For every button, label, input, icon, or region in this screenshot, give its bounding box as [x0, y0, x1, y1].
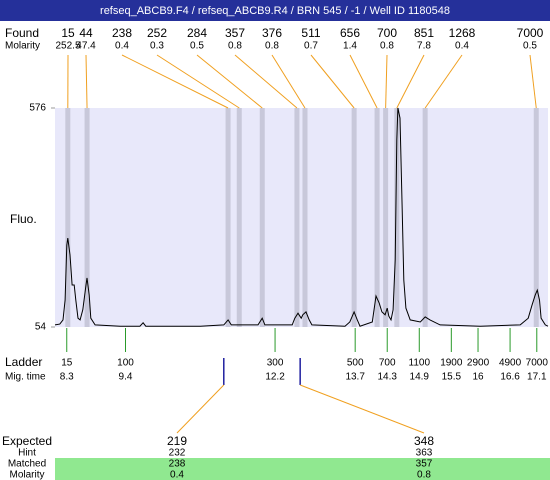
ladder-label: Ladder	[5, 355, 42, 369]
peak-band	[422, 108, 428, 327]
ladder-size: 500	[347, 358, 364, 369]
found-size: 511	[301, 26, 320, 40]
exp-molarity-label: Molarity	[9, 470, 44, 480]
hint-size: 232	[169, 448, 186, 459]
ladder-time: 14.9	[410, 372, 430, 383]
found-label: Found	[5, 26, 39, 40]
ladder-time: 8.3	[60, 372, 74, 383]
found-molarity: 0.4	[115, 41, 129, 52]
ladder-time: 13.7	[345, 372, 365, 383]
found-molarity: 0.5	[523, 41, 537, 52]
found-molarity: 0.5	[190, 41, 204, 52]
ladder-size: 2900	[467, 358, 490, 369]
title-bar	[0, 0, 550, 21]
found-size: 15	[61, 26, 75, 40]
found-size: 357	[225, 26, 245, 40]
trace	[54, 107, 549, 327]
matched-molarity: 0.8	[417, 470, 431, 480]
found-connector	[156, 54, 240, 109]
expected-size: 219	[167, 434, 187, 448]
found-connector	[271, 54, 306, 109]
matched-molarity: 0.4	[170, 470, 184, 480]
ladder-time: 16	[472, 372, 484, 383]
mig-time-label: Mig. time	[5, 372, 46, 383]
matched-row	[55, 458, 550, 480]
ladder-time: 12.2	[265, 372, 285, 383]
found-connector	[396, 54, 425, 109]
peak-band	[84, 108, 90, 327]
y-tick-label: 576	[29, 103, 46, 114]
ladder-size: 1900	[440, 358, 463, 369]
found-molarity: 1.4	[343, 41, 357, 52]
found-connector	[349, 54, 378, 109]
found-connector	[385, 54, 388, 109]
peak-band	[225, 108, 231, 327]
peak-band	[236, 108, 242, 327]
peak-band	[374, 108, 380, 327]
ladder-size: 4900	[499, 358, 522, 369]
found-molarity: 252.5	[55, 41, 80, 52]
found-molarity: 0.7	[304, 41, 318, 52]
plot-area	[55, 108, 548, 327]
found-size: 376	[262, 26, 282, 40]
found-connector	[529, 54, 537, 109]
hint-size: 363	[416, 448, 433, 459]
molarity-label: Molarity	[5, 41, 40, 52]
ladder-size: 1100	[409, 358, 431, 369]
found-molarity: 0.8	[380, 41, 394, 52]
found-connector	[121, 54, 229, 109]
peak-band	[533, 108, 539, 327]
expected-connector	[176, 384, 225, 434]
matched-size: 238	[169, 459, 186, 470]
found-size: 252	[147, 26, 167, 40]
found-size: 851	[414, 26, 434, 40]
title: refseq_ABCB9.F4 / refseq_ABCB9.R4 / BRN …	[100, 5, 450, 17]
matched-label: Matched	[8, 459, 46, 470]
found-connector	[310, 54, 355, 109]
expected-label: Expected	[2, 434, 52, 448]
ladder-size: 700	[379, 358, 396, 369]
peak-band	[394, 108, 400, 327]
found-size: 1268	[449, 26, 476, 40]
y-axis-label: Fluo.	[10, 212, 37, 226]
peak-band	[259, 108, 265, 327]
y-tick-label: 54	[35, 322, 47, 333]
ladder-time: 15.5	[442, 372, 462, 383]
ladder-size: 100	[117, 358, 134, 369]
ladder-size: 7000	[526, 358, 549, 369]
ladder-time: 17.1	[527, 372, 547, 383]
hint-label: Hint	[18, 448, 36, 459]
matched-size: 357	[416, 459, 433, 470]
found-size: 656	[340, 26, 360, 40]
peak-band	[351, 108, 357, 327]
found-connector	[424, 54, 463, 109]
ladder-time: 14.3	[377, 372, 397, 383]
found-molarity: 47.4	[76, 41, 96, 52]
found-molarity: 7.8	[417, 41, 431, 52]
peak-band	[294, 108, 300, 327]
ladder-size: 300	[267, 358, 284, 369]
ladder-time: 16.6	[500, 372, 520, 383]
found-molarity: 0.8	[265, 41, 279, 52]
found-size: 7000	[517, 26, 544, 40]
found-connector	[85, 54, 88, 109]
peak-band	[65, 108, 71, 327]
peak-band	[302, 108, 308, 327]
expected-size: 348	[414, 434, 434, 448]
found-molarity: 0.8	[228, 41, 242, 52]
ladder-size: 15	[61, 358, 73, 369]
peak-band	[383, 108, 389, 327]
found-size: 284	[187, 26, 207, 40]
ladder-time: 9.4	[119, 372, 133, 383]
found-molarity: 0.3	[150, 41, 164, 52]
found-size: 700	[377, 26, 397, 40]
expected-connector	[299, 384, 425, 434]
found-size: 44	[79, 26, 93, 40]
found-connector	[234, 54, 298, 109]
found-molarity: 0.4	[455, 41, 469, 52]
found-size: 238	[112, 26, 132, 40]
found-connector	[196, 54, 263, 109]
